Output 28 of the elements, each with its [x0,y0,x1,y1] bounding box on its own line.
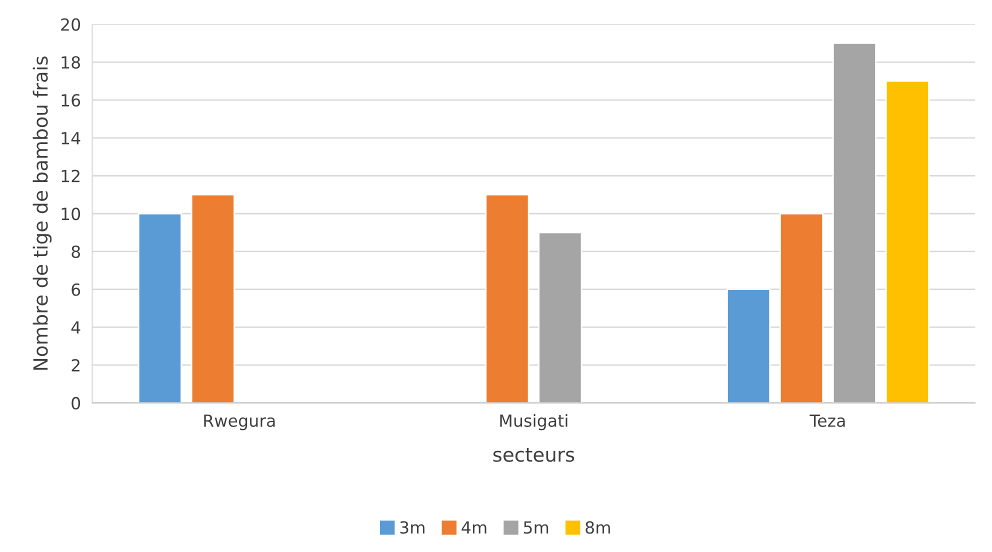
legend-label: 4m [462,521,486,534]
y-tick-label: 2 [72,359,80,372]
bar [779,212,824,403]
bar [138,212,182,403]
y-tick-label: 12 [62,170,80,182]
x-axis-title: secteurs [493,448,574,462]
y-tick-label: 4 [71,321,80,334]
y-tick-label: 14 [62,132,80,144]
bar [190,194,235,403]
bar [726,288,771,403]
x-tick-label: Teza [810,414,845,427]
bar [538,232,582,403]
bar [485,194,530,403]
legend-label: 5m [524,521,548,534]
y-tick-label: 20 [61,18,80,31]
y-tick-label: 16 [62,94,80,107]
x-tick-label: Rwegura [204,414,275,430]
y-tick-label: 6 [72,283,80,296]
x-tick-label: Musigati [500,414,568,430]
legend-label: 3m [400,521,424,534]
y-tick-label: 18 [62,56,80,69]
legend-label: 8m [586,521,610,534]
bar [832,42,877,403]
y-tick-label: 8 [72,245,80,258]
y-axis-title: Nombre de tige de bambou frais [32,56,52,370]
y-tick-label: 10 [62,208,80,220]
bar [885,80,930,403]
y-tick-label: 0 [72,396,80,410]
